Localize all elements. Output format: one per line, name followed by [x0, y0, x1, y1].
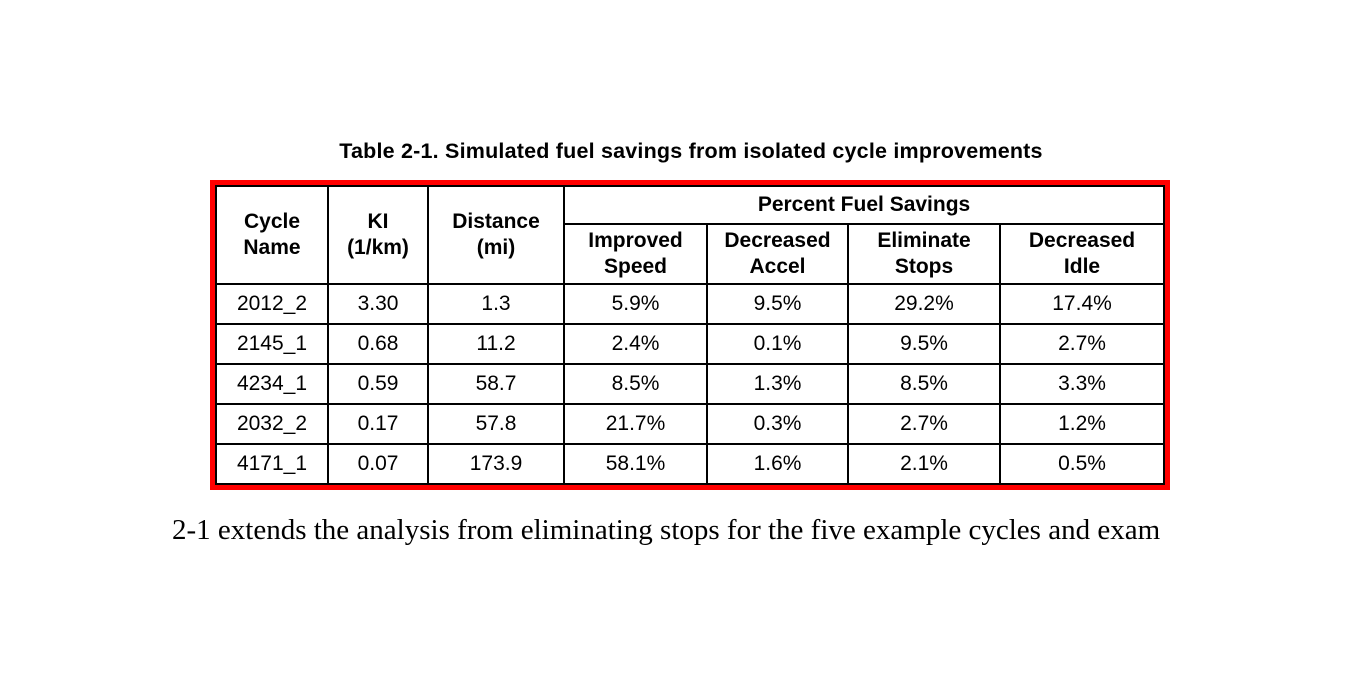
cell-decreased-idle: 1.2%: [998, 403, 1166, 445]
sub-header-eliminate-stops: Eliminate Stops: [847, 223, 1001, 285]
table-row: 4234_1 0.59 58.7 8.5% 1.3% 8.5% 3.3%: [215, 363, 1166, 405]
cell-decreased-accel: 1.6%: [706, 443, 849, 485]
cell-ki: 0.07: [327, 443, 429, 485]
cell-distance: 11.2: [427, 323, 565, 365]
sub-header-decreased-accel: Decreased Accel: [706, 223, 849, 285]
cell-improved-speed: 5.9%: [563, 283, 708, 325]
cell-eliminate-stops: 2.7%: [847, 403, 1001, 445]
col-header-cycle-name: Cycle Name: [215, 185, 329, 285]
cell-cycle-name: 4234_1: [215, 363, 329, 405]
cell-decreased-idle: 2.7%: [998, 323, 1166, 365]
cell-improved-speed: 58.1%: [563, 443, 708, 485]
table-row: 4171_1 0.07 173.9 58.1% 1.6% 2.1% 0.5%: [215, 443, 1166, 485]
cell-ki: 0.68: [327, 323, 429, 365]
table-row: 2145_1 0.68 11.2 2.4% 0.1% 9.5% 2.7%: [215, 323, 1166, 365]
cell-decreased-accel: 1.3%: [706, 363, 849, 405]
col-header-ki: KI (1/km): [327, 185, 429, 285]
cell-distance: 173.9: [427, 443, 565, 485]
sub-header-decreased-idle: Decreased Idle: [998, 223, 1166, 285]
col-header-distance: Distance (mi): [427, 185, 565, 285]
fuel-savings-table: Cycle Name KI (1/km) Distance (mi) Perce…: [210, 180, 1171, 490]
cell-decreased-idle: 0.5%: [998, 443, 1166, 485]
cell-cycle-name: 2012_2: [215, 283, 329, 325]
body-text-snippet: 2-1 extends the analysis from eliminatin…: [172, 514, 1161, 546]
cell-eliminate-stops: 8.5%: [847, 363, 1001, 405]
cell-decreased-idle: 17.4%: [998, 283, 1166, 325]
table-row: 2032_2 0.17 57.8 21.7% 0.3% 2.7% 1.2%: [215, 403, 1166, 445]
header-row-sub: Improved Speed Decreased Accel Eliminate…: [216, 223, 1166, 285]
table-caption: Table 2-1. Simulated fuel savings from i…: [339, 139, 1043, 163]
cell-distance: 57.8: [427, 403, 565, 445]
cell-ki: 0.17: [327, 403, 429, 445]
cell-decreased-accel: 0.3%: [706, 403, 849, 445]
cell-cycle-name: 2032_2: [215, 403, 329, 445]
cell-improved-speed: 21.7%: [563, 403, 708, 445]
cell-cycle-name: 4171_1: [215, 443, 329, 485]
cell-ki: 0.59: [327, 363, 429, 405]
cell-eliminate-stops: 2.1%: [847, 443, 1001, 485]
cell-decreased-accel: 9.5%: [706, 283, 849, 325]
cell-ki: 3.30: [327, 283, 429, 325]
cell-eliminate-stops: 29.2%: [847, 283, 1001, 325]
cell-improved-speed: 2.4%: [563, 323, 708, 365]
table-row: 2012_2 3.30 1.3 5.9% 9.5% 29.2% 17.4%: [215, 283, 1166, 325]
fuel-savings-table-grid: Cycle Name KI (1/km) Distance (mi) Perce…: [215, 185, 1166, 485]
sub-header-improved-speed: Improved Speed: [563, 223, 708, 285]
group-header-percent-fuel-savings: Percent Fuel Savings: [562, 185, 1166, 225]
cell-distance: 1.3: [427, 283, 565, 325]
header-row-group: Cycle Name KI (1/km) Distance (mi) Perce…: [215, 185, 1166, 285]
cell-decreased-accel: 0.1%: [706, 323, 849, 365]
cell-decreased-idle: 3.3%: [998, 363, 1166, 405]
cell-distance: 58.7: [427, 363, 565, 405]
cell-eliminate-stops: 9.5%: [847, 323, 1001, 365]
cell-cycle-name: 2145_1: [215, 323, 329, 365]
cell-improved-speed: 8.5%: [563, 363, 708, 405]
